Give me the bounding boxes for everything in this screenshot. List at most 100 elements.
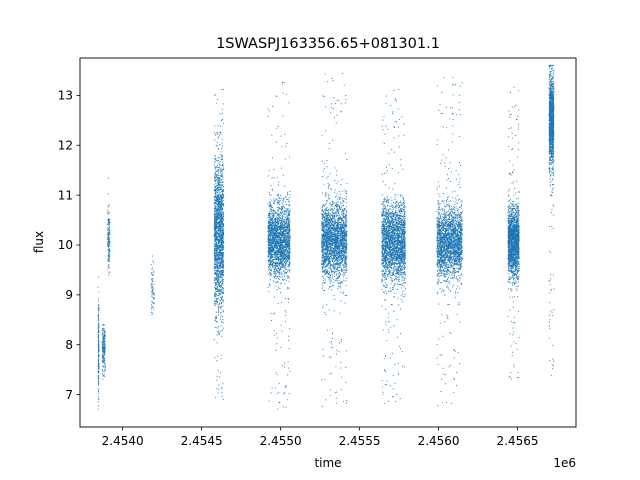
data-point	[279, 265, 281, 267]
data-point	[217, 314, 219, 316]
data-point	[222, 216, 224, 218]
data-point	[214, 304, 216, 306]
data-point	[277, 277, 280, 280]
data-point	[284, 241, 286, 244]
data-point	[215, 249, 217, 251]
data-point	[214, 189, 217, 191]
data-point	[271, 270, 273, 272]
data-point	[214, 167, 216, 169]
data-point	[98, 315, 100, 317]
data-point	[269, 263, 271, 265]
data-point	[279, 255, 281, 257]
data-point	[107, 243, 109, 245]
data-point	[108, 222, 110, 224]
data-point	[218, 276, 221, 278]
data-point	[283, 256, 285, 258]
data-point	[98, 371, 100, 373]
data-point	[326, 304, 328, 306]
data-point	[272, 261, 274, 263]
data-point	[215, 160, 217, 162]
data-point	[285, 264, 287, 266]
data-point	[221, 213, 223, 215]
data-point	[269, 268, 271, 270]
data-point	[273, 240, 275, 242]
data-point	[286, 270, 289, 272]
data-point	[279, 233, 282, 235]
data-point	[220, 181, 222, 183]
data-point	[222, 262, 224, 264]
data-point	[277, 223, 279, 225]
data-point	[221, 336, 223, 338]
data-point	[215, 287, 217, 289]
data-point	[273, 244, 275, 246]
data-point	[222, 327, 224, 329]
data-point	[222, 383, 224, 385]
data-point	[273, 246, 275, 248]
data-point	[223, 261, 225, 263]
data-point	[221, 320, 223, 322]
data-point	[217, 149, 219, 151]
data-point	[274, 223, 276, 225]
data-point	[108, 255, 110, 257]
data-point	[216, 247, 218, 249]
data-point	[98, 392, 100, 394]
data-point	[220, 226, 222, 228]
data-point	[107, 236, 109, 238]
data-point	[218, 248, 220, 250]
data-point	[102, 359, 104, 361]
data-point	[281, 265, 283, 267]
data-point	[276, 281, 279, 283]
data-point	[103, 359, 105, 361]
data-point	[218, 273, 220, 275]
data-point	[218, 178, 220, 180]
data-point	[220, 285, 222, 287]
data-point	[276, 246, 279, 248]
data-point	[285, 229, 288, 231]
data-point	[273, 296, 276, 298]
data-point	[221, 292, 223, 294]
data-point	[283, 242, 285, 244]
data-point	[218, 186, 221, 189]
data-point	[214, 291, 216, 294]
data-point	[218, 289, 220, 291]
data-point	[221, 191, 223, 193]
data-point	[220, 281, 222, 283]
data-point	[215, 319, 217, 321]
data-point	[283, 198, 285, 200]
data-point	[213, 250, 215, 252]
data-point	[107, 233, 109, 235]
data-point	[286, 142, 288, 144]
data-point	[287, 198, 289, 201]
data-point	[275, 254, 277, 257]
data-point	[221, 208, 223, 210]
data-point	[278, 278, 280, 281]
data-point	[284, 258, 286, 260]
data-point	[213, 207, 215, 209]
data-point	[216, 297, 218, 300]
data-point	[270, 244, 272, 246]
data-point	[283, 236, 286, 238]
data-point	[214, 233, 216, 235]
data-point	[220, 194, 222, 196]
data-point	[103, 363, 105, 365]
data-point	[271, 157, 273, 159]
data-point	[289, 243, 291, 245]
data-point	[107, 248, 109, 250]
data-point	[271, 210, 273, 213]
data-point	[288, 224, 290, 226]
data-point	[276, 201, 278, 203]
data-point	[218, 230, 220, 232]
data-point	[270, 223, 273, 226]
data-point	[323, 96, 325, 98]
data-point	[216, 244, 218, 246]
data-point	[281, 81, 283, 83]
data-point	[222, 190, 224, 192]
data-point	[270, 185, 272, 187]
data-point	[282, 115, 284, 117]
data-point	[97, 331, 99, 333]
data-point	[221, 217, 223, 219]
data-point	[286, 210, 288, 212]
data-point	[285, 386, 287, 388]
data-point	[108, 240, 110, 242]
data-point	[151, 279, 153, 281]
